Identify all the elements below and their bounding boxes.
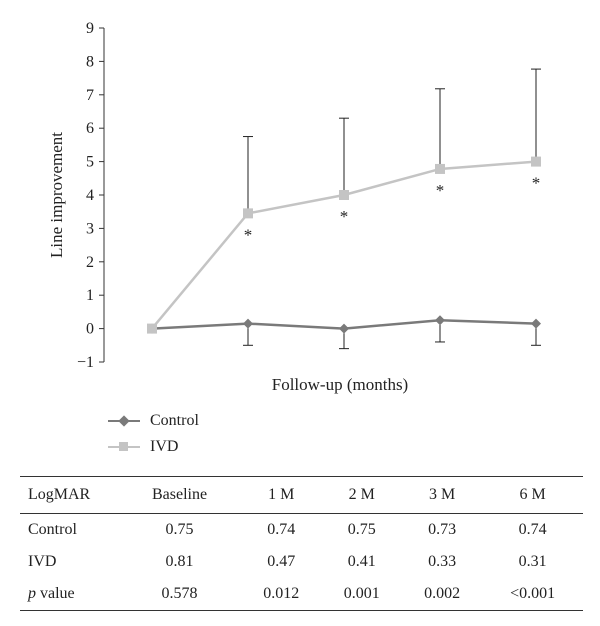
table-header-cell: Baseline xyxy=(151,486,208,503)
significance-marker: * xyxy=(532,174,541,193)
y-tick-label: 0 xyxy=(86,321,94,338)
legend-swatch-control xyxy=(108,414,140,428)
data-point-control xyxy=(531,318,541,329)
y-tick-label: 3 xyxy=(86,220,94,237)
table-cell: 0.75 xyxy=(347,521,376,538)
logmar-table: LogMAR Baseline 1 M 2 M 3 M 6 M Control … xyxy=(20,476,583,611)
x-axis-title: Follow-up (months) xyxy=(272,375,408,394)
y-axis-title: Line improvement xyxy=(47,132,66,258)
line-chart: −1 0 1 2 3 4 5 6 7 8 9 Line improvement Follow-up (m… xyxy=(47,20,541,394)
table-cell: 0.012 xyxy=(263,585,300,602)
table-cell: 0.31 xyxy=(518,553,547,570)
y-tick-label: 2 xyxy=(86,254,94,271)
data-point-ivd xyxy=(147,323,157,334)
y-tick-label: 6 xyxy=(86,120,94,137)
table-cell: 0.73 xyxy=(428,521,457,538)
data-point-control xyxy=(243,318,253,329)
row-label: IVD xyxy=(28,553,57,570)
table-cell: 0.33 xyxy=(428,553,457,570)
legend-swatch-ivd xyxy=(108,440,140,454)
y-tick-label: 5 xyxy=(86,154,94,171)
data-point-ivd xyxy=(243,208,253,219)
data-point-ivd xyxy=(531,156,541,167)
table-header-cell: 3 M xyxy=(429,486,456,503)
table-header-cell: 6 M xyxy=(519,486,546,503)
row-label: Control xyxy=(28,521,77,538)
table-row: Control 0.75 0.74 0.75 0.73 0.74 xyxy=(20,514,583,547)
table-cell: 0.47 xyxy=(267,553,296,570)
table-header-row: LogMAR Baseline 1 M 2 M 3 M 6 M xyxy=(20,476,583,514)
legend-label-control: Control xyxy=(150,412,199,429)
row-label: p value xyxy=(28,585,75,602)
table-cell: 0.41 xyxy=(347,553,376,570)
data-point-ivd xyxy=(339,190,349,200)
legend-item-ivd: IVD xyxy=(108,434,199,460)
table-cell: 0.74 xyxy=(518,521,547,538)
table-cell: 0.75 xyxy=(165,521,194,538)
table-header-cell: 1 M xyxy=(268,486,295,503)
table-cell: 0.001 xyxy=(343,585,380,602)
y-tick-label: 7 xyxy=(86,87,94,104)
table-header-label: LogMAR xyxy=(28,486,91,503)
data-point-control xyxy=(435,315,445,326)
table-cell: 0.74 xyxy=(267,521,296,538)
chart-legend: Control IVD xyxy=(108,408,199,460)
significance-marker: * xyxy=(436,181,445,200)
legend-label-ivd: IVD xyxy=(150,438,179,455)
table-cell: 0.578 xyxy=(161,585,198,602)
y-tick-label: 9 xyxy=(86,20,94,37)
table-cell: 0.81 xyxy=(165,553,194,570)
y-tick-label: 4 xyxy=(86,187,94,204)
y-tick-label: 1 xyxy=(86,287,94,304)
table-cell: <0.001 xyxy=(510,585,556,602)
data-point-control xyxy=(339,323,349,334)
y-tick-label: 8 xyxy=(86,53,94,70)
table-cell: 0.002 xyxy=(424,585,461,602)
y-tick-label: −1 xyxy=(77,354,94,371)
significance-marker: * xyxy=(340,207,349,226)
legend-item-control: Control xyxy=(108,408,199,434)
significance-marker: * xyxy=(244,225,253,244)
table-row: IVD 0.81 0.47 0.41 0.33 0.31 xyxy=(20,546,583,578)
table-row: p value 0.578 0.012 0.001 0.002 <0.001 xyxy=(20,578,583,611)
data-point-ivd xyxy=(435,163,445,174)
table-header-cell: 2 M xyxy=(348,486,375,503)
